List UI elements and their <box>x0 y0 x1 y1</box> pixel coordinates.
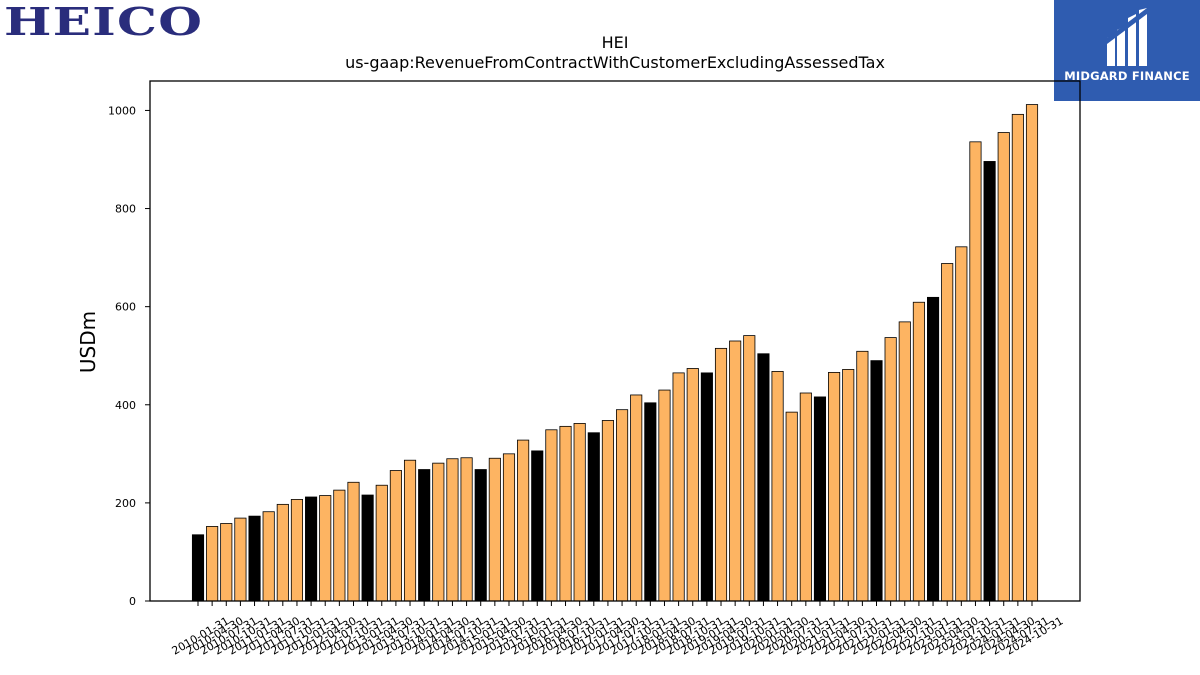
bar-2015-10-31 <box>517 439 530 602</box>
bar-2016-01-31 <box>531 450 544 602</box>
bar-2012-07-31 <box>333 489 346 602</box>
y-axis-label: USDm <box>76 311 100 373</box>
bar-2010-10-31 <box>234 517 247 602</box>
bar-2021-07-31 <box>842 369 855 602</box>
bar-2016-04-30 <box>545 429 558 602</box>
plot-frame <box>149 80 1081 602</box>
chart-title: HEI <box>602 33 629 52</box>
bar-2012-04-30 <box>319 495 332 602</box>
bar-2013-04-30 <box>375 484 388 602</box>
bar-2018-01-31 <box>644 402 657 602</box>
bar-2024-04-30 <box>997 132 1010 602</box>
y-axis: 0 200 400 600 800 1000 <box>108 104 150 608</box>
bar-2022-04-30 <box>884 337 897 602</box>
bar-2012-01-31 <box>305 496 318 602</box>
bar-2017-01-31 <box>587 432 600 602</box>
bar-2010-04-30 <box>206 526 219 602</box>
y-tick-label-1000: 1000 <box>108 104 136 117</box>
bar-2017-04-30 <box>601 420 614 602</box>
bar-2020-01-31 <box>757 353 770 602</box>
bar-2014-01-31 <box>418 469 431 602</box>
bar-2011-04-30 <box>262 511 275 602</box>
bar-2013-07-31 <box>389 470 402 602</box>
midgard-mark-icon <box>1107 8 1147 66</box>
bar-2024-07-31 <box>1011 113 1024 602</box>
bar-2015-04-30 <box>488 457 501 602</box>
chart-subtitle: us-gaap:RevenueFromContractWithCustomerE… <box>345 53 885 72</box>
y-tick-label-800: 800 <box>115 203 136 216</box>
bar-2021-01-31 <box>813 396 827 602</box>
bar-2023-10-31 <box>969 141 982 602</box>
bar-2018-10-31 <box>686 368 699 602</box>
bar-2018-07-31 <box>672 372 685 602</box>
bar-2011-01-31 <box>248 515 261 602</box>
bar-2011-10-31 <box>290 499 304 602</box>
bar-2014-10-31 <box>460 457 473 602</box>
midgard-finance-logo: MIDGARD FINANCE <box>1054 0 1200 101</box>
y-tick-label-0: 0 <box>129 595 136 608</box>
x-axis: 2010-01-312010-04-302010-07-312010-10-31… <box>170 601 1066 658</box>
bar-2014-07-31 <box>446 458 459 602</box>
bar-2018-04-30 <box>658 389 671 602</box>
bar-2012-10-31 <box>347 481 360 602</box>
y-tick-label-600: 600 <box>115 301 136 314</box>
bar-2015-07-31 <box>502 453 516 602</box>
bar-2024-01-31 <box>983 161 996 602</box>
bar-2017-07-31 <box>616 409 629 602</box>
bar-2020-10-31 <box>799 392 812 602</box>
bar-2013-01-31 <box>361 494 374 602</box>
bar-2020-04-30 <box>771 371 784 602</box>
bar-2011-07-31 <box>276 503 289 602</box>
bar-2023-07-31 <box>955 246 968 602</box>
bar-2019-07-31 <box>729 340 742 602</box>
midgard-brand-text: MIDGARD FINANCE <box>1064 69 1190 83</box>
y-tick-label-400: 400 <box>115 399 136 412</box>
bar-2020-07-31 <box>785 411 798 602</box>
bar-2014-04-30 <box>432 462 445 602</box>
bar-2013-10-31 <box>403 459 417 602</box>
bar-2022-07-31 <box>898 321 911 602</box>
bar-2019-01-31 <box>700 372 713 602</box>
bar-2021-10-31 <box>856 350 869 602</box>
bar-2019-04-30 <box>714 347 728 602</box>
bar-2022-10-31 <box>912 301 925 602</box>
bar-2010-07-31 <box>220 523 233 602</box>
y-tick-label-200: 200 <box>115 497 136 510</box>
bars-group <box>191 104 1039 602</box>
bar-2023-01-31 <box>927 296 940 602</box>
bar-2016-10-31 <box>573 423 586 602</box>
bar-2021-04-30 <box>828 371 841 602</box>
bar-2023-04-30 <box>941 263 954 602</box>
bar-2016-07-31 <box>559 425 572 602</box>
bar-2019-10-31 <box>743 335 756 602</box>
bar-2022-01-31 <box>870 360 883 602</box>
heico-logo: HEICO <box>4 0 204 44</box>
bar-2017-10-31 <box>630 394 643 602</box>
bar-2015-01-31 <box>474 469 487 602</box>
bar-2024-10-31 <box>1025 104 1039 602</box>
bar-2010-01-31 <box>191 534 205 602</box>
